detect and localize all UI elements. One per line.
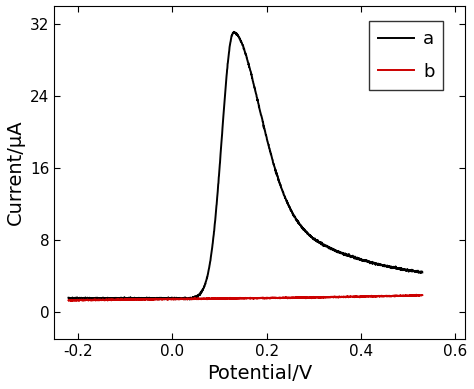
a	[134, 298, 139, 302]
a	[66, 295, 72, 300]
a	[419, 270, 425, 275]
b	[76, 298, 82, 303]
Line: a: a	[69, 32, 422, 300]
Y-axis label: Current/μA: Current/μA	[6, 119, 25, 225]
a	[228, 35, 234, 40]
b	[228, 296, 234, 301]
b	[345, 294, 350, 299]
b	[413, 293, 419, 297]
Legend: a, b: a, b	[369, 21, 443, 90]
b	[66, 298, 72, 303]
a	[410, 269, 415, 273]
b	[410, 293, 415, 298]
a	[84, 296, 90, 301]
Line: b: b	[69, 295, 422, 301]
b	[84, 298, 90, 302]
X-axis label: Potential/V: Potential/V	[207, 364, 312, 384]
a	[238, 39, 244, 43]
b	[419, 293, 425, 298]
a	[345, 253, 350, 258]
b	[238, 296, 244, 301]
b	[409, 293, 415, 298]
a	[231, 30, 237, 34]
a	[410, 268, 415, 273]
